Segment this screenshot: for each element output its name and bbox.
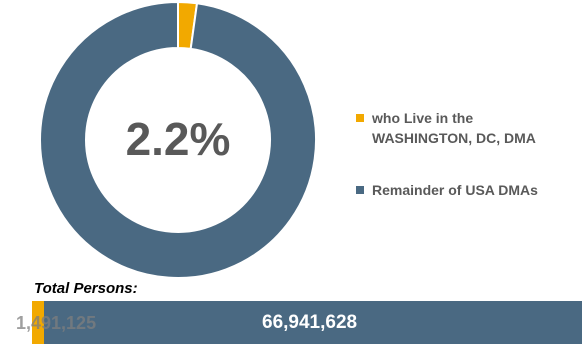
total-persons-bar-dma-segment xyxy=(32,301,44,344)
donut-chart: 2.2% xyxy=(39,0,317,279)
dma-persons-value: 1,491,125 xyxy=(16,313,97,333)
legend-label-dma: who Live in the WASHINGTON, DC, DMA xyxy=(372,110,536,146)
legend-swatch-remainder xyxy=(356,186,364,194)
legend-item-remainder: Remainder of USA DMAs xyxy=(356,180,580,200)
chart-legend: who Live in the WASHINGTON, DC, DMA Rema… xyxy=(356,108,580,200)
total-persons-bar xyxy=(32,301,582,344)
remainder-persons-value: 66,941,628 xyxy=(262,312,358,333)
legend-label-remainder: Remainder of USA DMAs xyxy=(372,182,538,198)
legend-swatch-dma xyxy=(356,114,364,122)
legend-item-dma: who Live in the WASHINGTON, DC, DMA xyxy=(356,108,580,148)
center-percentage-label: 2.2% xyxy=(126,113,231,165)
donut-slices xyxy=(39,0,317,279)
donut-slice-remainder xyxy=(39,0,317,279)
total-persons-label: Total Persons: xyxy=(34,280,138,297)
